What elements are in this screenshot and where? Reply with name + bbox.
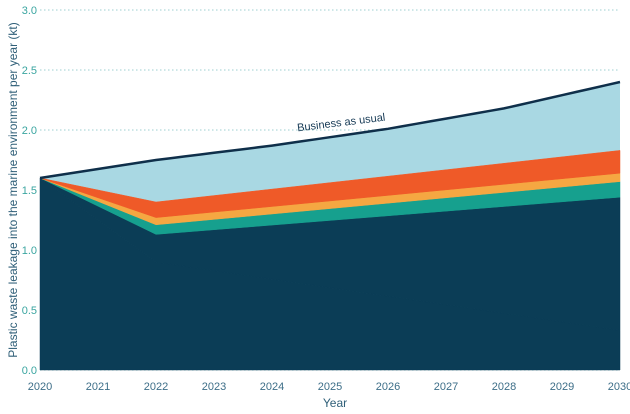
y-tick-label: 0.5 bbox=[22, 305, 37, 317]
y-axis-ticks: 0.0 0.5 1.0 1.5 2.0 2.5 3.0 bbox=[22, 5, 37, 377]
x-tick-label: 2021 bbox=[86, 381, 110, 393]
x-tick-label: 2020 bbox=[28, 381, 52, 393]
y-axis-title: Plastic waste leakage into the marine en… bbox=[6, 22, 20, 358]
x-tick-label: 2028 bbox=[492, 381, 516, 393]
x-tick-label: 2025 bbox=[318, 381, 342, 393]
y-tick-label: 2.0 bbox=[22, 125, 37, 137]
x-tick-label: 2029 bbox=[550, 381, 574, 393]
y-tick-label: 2.5 bbox=[22, 65, 37, 77]
y-tick-label: 1.5 bbox=[22, 185, 37, 197]
y-tick-label: 1.0 bbox=[22, 245, 37, 257]
x-tick-label: 2023 bbox=[202, 381, 226, 393]
x-axis-ticks: 2020 2021 2022 2023 2024 2025 2026 2027 2028 2029… bbox=[28, 381, 630, 393]
x-axis-title: Year bbox=[323, 396, 347, 410]
x-tick-label: 2026 bbox=[376, 381, 400, 393]
x-tick-label: 2022 bbox=[144, 381, 168, 393]
y-tick-label: 0.0 bbox=[22, 365, 37, 377]
plot-areas bbox=[39, 80, 621, 371]
area-gap-to-baseline bbox=[40, 82, 620, 202]
baseline-line bbox=[39, 80, 621, 180]
x-tick-label: 2024 bbox=[260, 381, 284, 393]
area-layer-4 bbox=[39, 150, 621, 218]
x-tick-label: 2027 bbox=[434, 381, 458, 393]
x-tick-label: 2030 bbox=[608, 381, 630, 393]
y-tick-label: 3.0 bbox=[22, 5, 37, 17]
